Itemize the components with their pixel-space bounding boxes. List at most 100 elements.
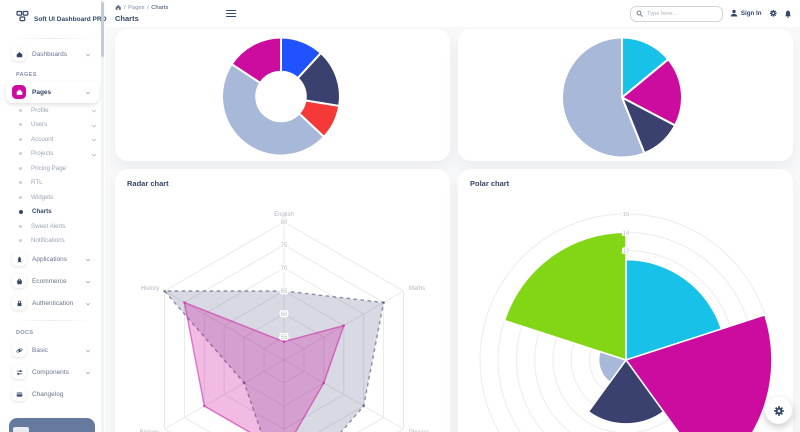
chevron-down-icon [85, 250, 91, 268]
fixed-plugin-settings-button[interactable] [765, 397, 792, 424]
radar-axis-label: Maths [409, 286, 425, 292]
basic-icon [12, 343, 26, 357]
breadcrumb-pages[interactable]: Pages [128, 5, 145, 12]
sidebar-subitem-rtl[interactable]: RTL [6, 176, 99, 191]
brand-label: Soft UI Dashboard PRO [34, 15, 107, 23]
chevron-down-icon [91, 130, 97, 148]
search-box [630, 5, 724, 22]
sidebar-item-pages[interactable]: Pages [6, 81, 99, 103]
radar-point[interactable] [242, 381, 246, 385]
sidebar-item-applications[interactable]: Applications [6, 248, 99, 270]
radar-point[interactable] [282, 340, 286, 343]
doughnut-chart-card [115, 29, 450, 161]
bullet-icon [19, 137, 22, 141]
home-icon[interactable] [115, 4, 122, 13]
pie-slice[interactable] [621, 36, 670, 100]
chevron-down-icon [85, 45, 91, 63]
chevron-down-icon [85, 294, 91, 312]
radar-point[interactable] [163, 289, 166, 293]
sidebar-subitem-account[interactable]: Account [6, 132, 99, 147]
divider [8, 38, 97, 39]
sidebar-scrollbar-thumb[interactable] [100, 2, 104, 57]
doughnut-slice[interactable] [221, 62, 326, 157]
doughnut-chart [221, 36, 341, 157]
polar-slice[interactable] [503, 231, 627, 362]
search-input[interactable] [646, 10, 717, 17]
polar-slice[interactable] [587, 358, 665, 425]
radar-axis-label: Physics [409, 430, 430, 432]
page-title: Charts [115, 13, 139, 23]
pie-slice[interactable] [561, 36, 646, 159]
sidebar-item-label: Ecommerce [32, 277, 67, 285]
notifications-bell-icon[interactable] [784, 10, 792, 18]
sidebar-item-label: Applications [32, 255, 68, 263]
polar-tick-label: 12 [623, 249, 629, 255]
radar-point[interactable] [282, 289, 286, 293]
settings-gear-icon[interactable] [769, 9, 778, 18]
radar-axis-label: English [274, 212, 294, 218]
brand-logo-icon [16, 10, 29, 28]
sidebar-subitem-users[interactable]: Users [6, 118, 99, 133]
bullet-icon [19, 195, 22, 199]
dashboards-icon [12, 47, 26, 61]
pages-icon [12, 85, 26, 99]
sidebar-item-label: Authentication [32, 299, 74, 307]
sidebar-item-changelog[interactable]: Changelog [6, 383, 99, 405]
sidebar-subitem-label: Account [31, 135, 54, 143]
sidenav-toggle-icon[interactable] [226, 9, 236, 18]
sidebar-item-authentication[interactable]: Authentication [6, 292, 99, 314]
radar-point[interactable] [203, 404, 206, 408]
radar-point[interactable] [322, 381, 326, 385]
divider [14, 320, 91, 321]
sidebar-subitem-pricing-page[interactable]: Pricing Page [6, 161, 99, 176]
radar-point[interactable] [362, 404, 365, 408]
sidebar-subitem-label: Charts [32, 208, 52, 216]
sidebar-subitem-charts[interactable]: Charts [6, 205, 99, 220]
sidebar-nav: Dashboards PAGES Pages Profile Users Account P… [0, 43, 105, 405]
sidebar-subitem-label: Profile [31, 106, 49, 114]
sidebar-subitem-widgets[interactable]: Widgets [6, 190, 99, 205]
brand[interactable]: Soft UI Dashboard PRO [0, 0, 107, 36]
section-header-pages: PAGES [16, 72, 37, 78]
sidebar-subitem-label: Notifications [31, 237, 65, 245]
sidebar-item-ecommerce[interactable]: Ecommerce [6, 270, 99, 292]
sidebar-item-label: Dashboards [32, 50, 68, 58]
sign-in-button[interactable]: Sign In [730, 9, 762, 19]
chevron-down-icon [91, 145, 97, 163]
polar-slice[interactable] [625, 258, 723, 362]
chevron-down-icon [91, 101, 97, 119]
radar-tick-label: 65 [281, 289, 288, 295]
sidebar-subitem-profile[interactable]: Profile [6, 103, 99, 118]
polar-slice[interactable] [624, 313, 773, 432]
sidebar-promo-card [9, 418, 95, 432]
radar-point[interactable] [183, 301, 186, 304]
sidebar-subitem-sweet-alerts[interactable]: Sweet Alerts [6, 219, 99, 234]
doughnut-slice[interactable] [296, 51, 341, 108]
doughnut-slice[interactable] [230, 36, 282, 85]
polar-tick-label: 16 [623, 212, 629, 218]
sidebar-item-basic[interactable]: Basic [6, 339, 99, 361]
sidebar-item-label: Changelog [32, 390, 64, 398]
sidebar-scrollbar-track [100, 0, 104, 432]
authentication-icon [12, 296, 26, 310]
sidebar-item-components[interactable]: Components [6, 361, 99, 383]
breadcrumb-current: Charts [151, 5, 169, 12]
radar-angle-line [164, 359, 285, 430]
radar-axis-label: History [141, 286, 160, 292]
pie-slice[interactable] [620, 57, 683, 127]
polar-tick-label: 14 [623, 230, 630, 236]
sidebar-subitem-projects[interactable]: Projects [6, 147, 99, 162]
radar-tick-label: 55 [281, 335, 288, 341]
sidebar-item-dashboards[interactable]: Dashboards [6, 43, 99, 65]
radar-axis-label: Biology [140, 430, 160, 432]
ecommerce-icon [12, 274, 26, 288]
radar-point[interactable] [342, 324, 346, 327]
bullet-icon [19, 239, 22, 243]
radar-tick-label: 60 [281, 312, 288, 318]
sidebar-subitem-notifications[interactable]: Notifications [6, 234, 99, 249]
bullet-icon [19, 181, 22, 185]
sidebar-subitem-label: Pricing Page [31, 164, 67, 172]
radar-tick-label: 70 [281, 266, 288, 272]
polar-chart: 12 14 16 [479, 211, 773, 432]
radar-point[interactable] [382, 301, 385, 304]
